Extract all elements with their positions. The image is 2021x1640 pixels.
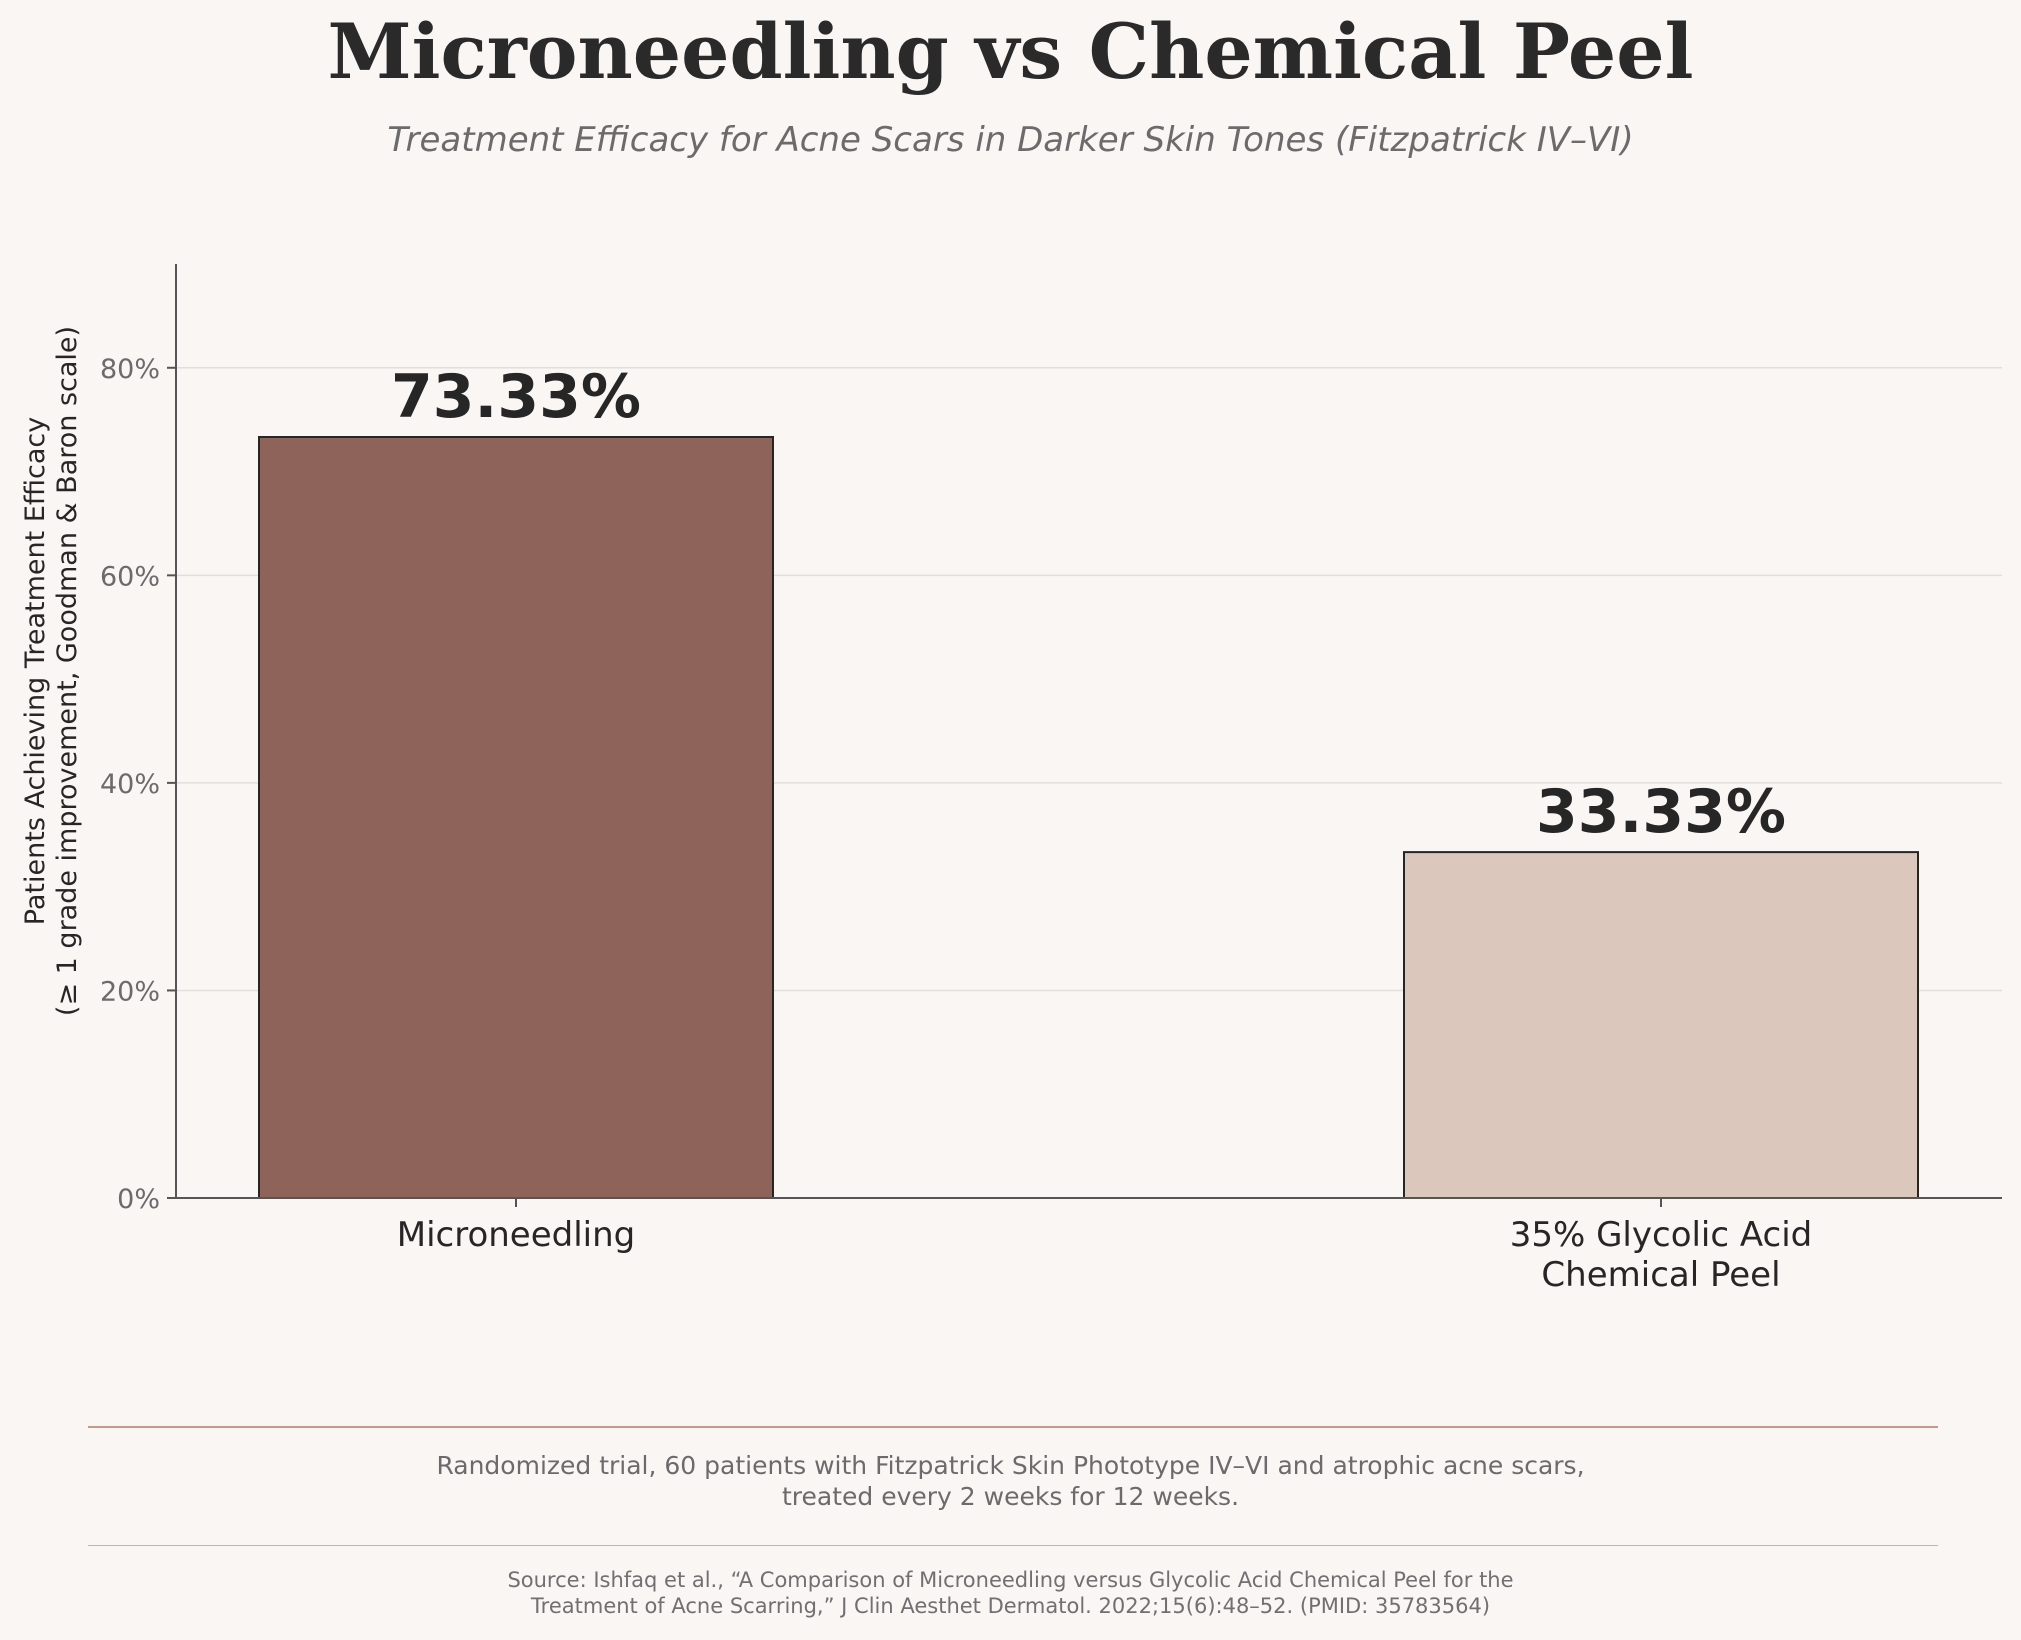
x-ticks: Microneedling 35% Glycolic Acid Chemical P… xyxy=(397,1198,1813,1295)
x-tick-label: Microneedling xyxy=(397,1215,636,1255)
axes xyxy=(175,264,2002,1199)
bar-chart: 0% 20% 40% 60% 80% Microneedling 35% Glycolic… xyxy=(20,264,2002,1295)
value-labels: 73.33% 33.33% xyxy=(391,362,1786,847)
y-tick-label: 40% xyxy=(100,769,160,800)
x-tick-label-line: 35% Glycolic Acid xyxy=(1510,1215,1813,1255)
x-tick-label-line: Chemical Peel xyxy=(1541,1255,1780,1295)
source-line-1: Source: Ishfaq et al., “A Comparison of … xyxy=(507,1568,1514,1592)
bar xyxy=(258,435,774,1199)
study-note-line-2: treated every 2 weeks for 12 weeks. xyxy=(781,1482,1240,1511)
y-tick-label: 80% xyxy=(100,354,160,385)
y-tick-label: 20% xyxy=(100,976,160,1007)
study-note: Randomized trial, 60 patients with Fitzp… xyxy=(0,1450,2021,1512)
y-axis-label: Patients Achieving Treatment Efficacy(≥ … xyxy=(20,326,83,1016)
bars xyxy=(258,435,1919,1199)
footer-divider-accent xyxy=(88,1426,1938,1428)
y-ticks: 0% 20% 40% 60% 80% xyxy=(100,354,176,1215)
x-tick-label-line: Microneedling xyxy=(397,1215,636,1255)
bar xyxy=(1403,851,1919,1199)
chart-subtitle: Treatment Efficacy for Acne Scars in Dar… xyxy=(387,120,1634,160)
source-citation: Source: Ishfaq et al., “A Comparison of … xyxy=(0,1567,2021,1619)
chart-title: Microneedling vs Chemical Peel xyxy=(327,7,1694,96)
bar-value-label: 73.33% xyxy=(391,362,641,432)
x-tick-label: 35% Glycolic Acid Chemical Peel xyxy=(1510,1215,1813,1295)
bar-value-label: 33.33% xyxy=(1536,777,1786,847)
source-line-2: Treatment of Acne Scarring,” J Clin Aest… xyxy=(530,1594,1491,1618)
y-axis-label-line: (≥ 1 grade improvement, Goodman & Baron … xyxy=(52,326,83,1016)
y-axis-label-line: Patients Achieving Treatment Efficacy xyxy=(20,417,51,925)
y-tick-label: 60% xyxy=(100,561,160,592)
study-note-line-1: Randomized trial, 60 patients with Fitzp… xyxy=(436,1451,1585,1480)
footer-divider xyxy=(88,1545,1938,1546)
y-tick-label: 0% xyxy=(117,1184,160,1215)
